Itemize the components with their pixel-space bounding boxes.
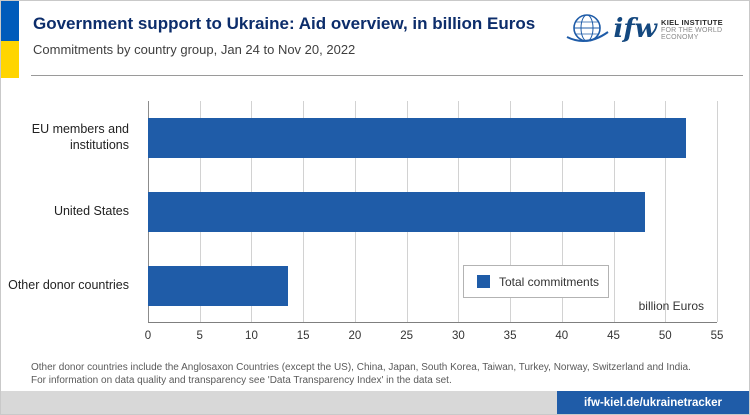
- plot-area: [148, 101, 718, 323]
- category-label: EU members and institutions: [31, 122, 129, 152]
- bar: [148, 118, 686, 158]
- logo-line2: FOR THE WORLD ECONOMY: [661, 26, 723, 41]
- footnote-line2: For information on data quality and tran…: [31, 375, 452, 386]
- gridline: [717, 101, 718, 322]
- bar: [148, 192, 645, 232]
- ifw-kiel-logo: ifw KIEL INSTITUTE FOR THE WORLD ECONOMY: [564, 9, 739, 49]
- ukraine-flag-yellow: [1, 41, 19, 78]
- x-tick-label: 0: [144, 330, 152, 342]
- x-tick-label: 50: [658, 330, 672, 342]
- page-subtitle: Commitments by country group, Jan 24 to …: [33, 42, 356, 57]
- legend: Total commitments: [463, 265, 609, 298]
- x-tick-label: 35: [503, 330, 517, 342]
- logo-line1: KIEL INSTITUTE: [661, 17, 723, 27]
- x-tick-label: 45: [607, 330, 620, 342]
- x-tick-label: 10: [245, 330, 258, 342]
- page-title: Government support to Ukraine: Aid overv…: [33, 14, 536, 33]
- bar-chart: EU members and institutions United States…: [1, 87, 749, 359]
- x-tick-label: 30: [451, 330, 465, 342]
- category-label: United States: [53, 204, 129, 219]
- x-axis: 0 5 10 15 20 25 30 35 40 45 50 55: [144, 330, 724, 344]
- x-tick-label: 55: [710, 330, 724, 342]
- logo-wordmark: ifw: [613, 14, 657, 44]
- x-axis-unit-label: billion Euros: [638, 299, 704, 313]
- x-tick-label: 40: [555, 330, 569, 342]
- gridline: [665, 101, 667, 322]
- category-axis: EU members and institutions United States…: [1, 101, 139, 323]
- x-tick-label: 5: [196, 330, 203, 342]
- footnote: Other donor countries include the Anglos…: [31, 361, 691, 387]
- x-tick-label: 20: [348, 330, 362, 342]
- footer-strip: ifw-kiel.de/ukrainetracker: [1, 391, 749, 414]
- category-label: Other donor countries: [8, 278, 129, 293]
- legend-swatch: [477, 275, 490, 288]
- bar: [148, 266, 288, 306]
- legend-label: Total commitments: [499, 274, 600, 289]
- x-tick-label: 25: [400, 330, 414, 342]
- globe-icon: [566, 14, 609, 42]
- tracker-link[interactable]: ifw-kiel.de/ukrainetracker: [557, 391, 749, 414]
- ukraine-flag-blue: [1, 1, 19, 41]
- header-divider: [31, 75, 743, 76]
- x-tick-label: 15: [296, 330, 310, 342]
- footnote-line1: Other donor countries include the Anglos…: [31, 362, 691, 373]
